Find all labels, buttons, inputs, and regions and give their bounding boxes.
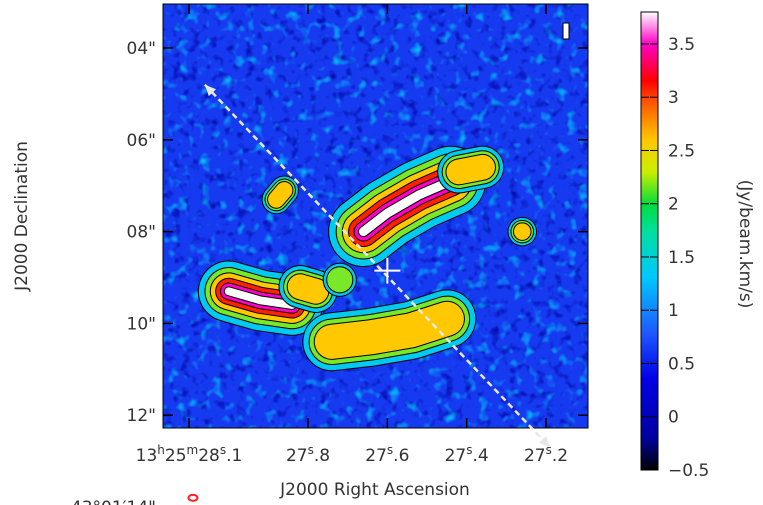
colorbar-label: (Jy/beam.km/s) — [735, 180, 755, 309]
emission-knot-w — [197, 260, 323, 336]
contour-fill — [446, 154, 495, 185]
colorbar-ticks: −0.5 0 0.5 1 1.5 2 2.5 3 3.5 — [641, 35, 709, 481]
x-tick-sup: h — [157, 443, 165, 457]
x-tick-text: .4 — [473, 446, 489, 466]
plot-frame — [162, 3, 589, 429]
contour-fill — [314, 301, 464, 359]
colorbar: −0.5 0 0.5 1 1.5 2 2.5 3 3.5 (Jy/beam.km/s) — [640, 11, 755, 481]
x-tick-text: 13 — [136, 446, 158, 466]
x-tick-label: 27s.2 — [524, 443, 568, 466]
x-tick-text: .1 — [226, 446, 242, 466]
colorbar-tick-label: 0.5 — [668, 355, 695, 375]
contour-fill — [287, 274, 329, 304]
x-tick-text: 25 — [165, 446, 187, 466]
colorbar-tick-label: −0.5 — [668, 461, 709, 481]
x-tick-text: 27 — [286, 446, 308, 466]
x-tick-text: .6 — [393, 446, 409, 466]
x-tick-text: 27 — [365, 446, 387, 466]
x-axis-label: J2000 Right Ascension — [279, 480, 470, 500]
colorbar-tick-label: 2.5 — [668, 142, 695, 162]
heatmap-image — [163, 4, 588, 428]
colorbar-tick-label: 3.5 — [668, 35, 695, 55]
emission-clump-nw — [261, 175, 299, 215]
y-tick-label: 06" — [127, 131, 156, 151]
x-tick-text: 28 — [198, 446, 220, 466]
contour-fill — [268, 182, 293, 208]
x-tick-text: .8 — [314, 446, 330, 466]
y-axis-label: J2000 Declination — [12, 141, 32, 292]
colorbar-tick-label: 2 — [668, 195, 679, 215]
x-tick-text: 27 — [524, 446, 546, 466]
y-tick-label: 08" — [127, 223, 156, 243]
dashed-axis-line — [203, 83, 551, 449]
channel-marker — [562, 22, 570, 40]
arrowhead-nw-icon — [204, 84, 217, 97]
x-tick-label: 27s.4 — [445, 443, 489, 466]
x-tick-label: 13h25m28s.1 — [136, 443, 243, 466]
emission-features — [197, 145, 538, 372]
y-tick-label: 04" — [127, 39, 156, 59]
beam-ellipse — [187, 493, 199, 502]
y-axis-ticks: 04" 06" 08" 10" 12" −43°01′14" — [57, 39, 588, 505]
x-tick-sup: s — [220, 443, 226, 457]
x-tick-sup: s — [546, 443, 552, 457]
x-tick-sup: s — [466, 443, 472, 457]
x-tick-text: 27 — [445, 446, 467, 466]
x-tick-label: 27s.8 — [286, 443, 330, 466]
contour-fill — [359, 176, 456, 237]
emission-arc-ne — [328, 145, 487, 267]
y-tick-label: 12" — [127, 406, 156, 426]
x-tick-sup: s — [308, 443, 314, 457]
contour-fill — [224, 287, 296, 309]
overlay — [187, 22, 570, 502]
colorbar-gradient — [640, 11, 659, 471]
colorbar-tick-label: 3 — [668, 88, 679, 108]
colorbar-tick-label: 0 — [668, 408, 679, 428]
emission-arc-s — [302, 289, 477, 372]
colorbar-tick-label: 1.5 — [668, 248, 695, 268]
emission-knot-c — [278, 265, 338, 313]
colorbar-tick-label: 1 — [668, 301, 679, 321]
emission-arc-ne-tip — [437, 145, 505, 194]
x-tick-sup: s — [387, 443, 393, 457]
x-tick-text: .2 — [552, 446, 568, 466]
y-tick-label: −43°01′14" — [57, 498, 156, 505]
x-tick-label: 27s.6 — [365, 443, 409, 466]
y-tick-label: 10" — [127, 314, 156, 334]
x-axis-ticks: 13h25m28s.1 27s.8 27s.6 27s.4 27s.2 — [136, 4, 568, 466]
x-tick-sup: m — [187, 443, 199, 457]
arrowhead-se-icon — [538, 435, 550, 448]
